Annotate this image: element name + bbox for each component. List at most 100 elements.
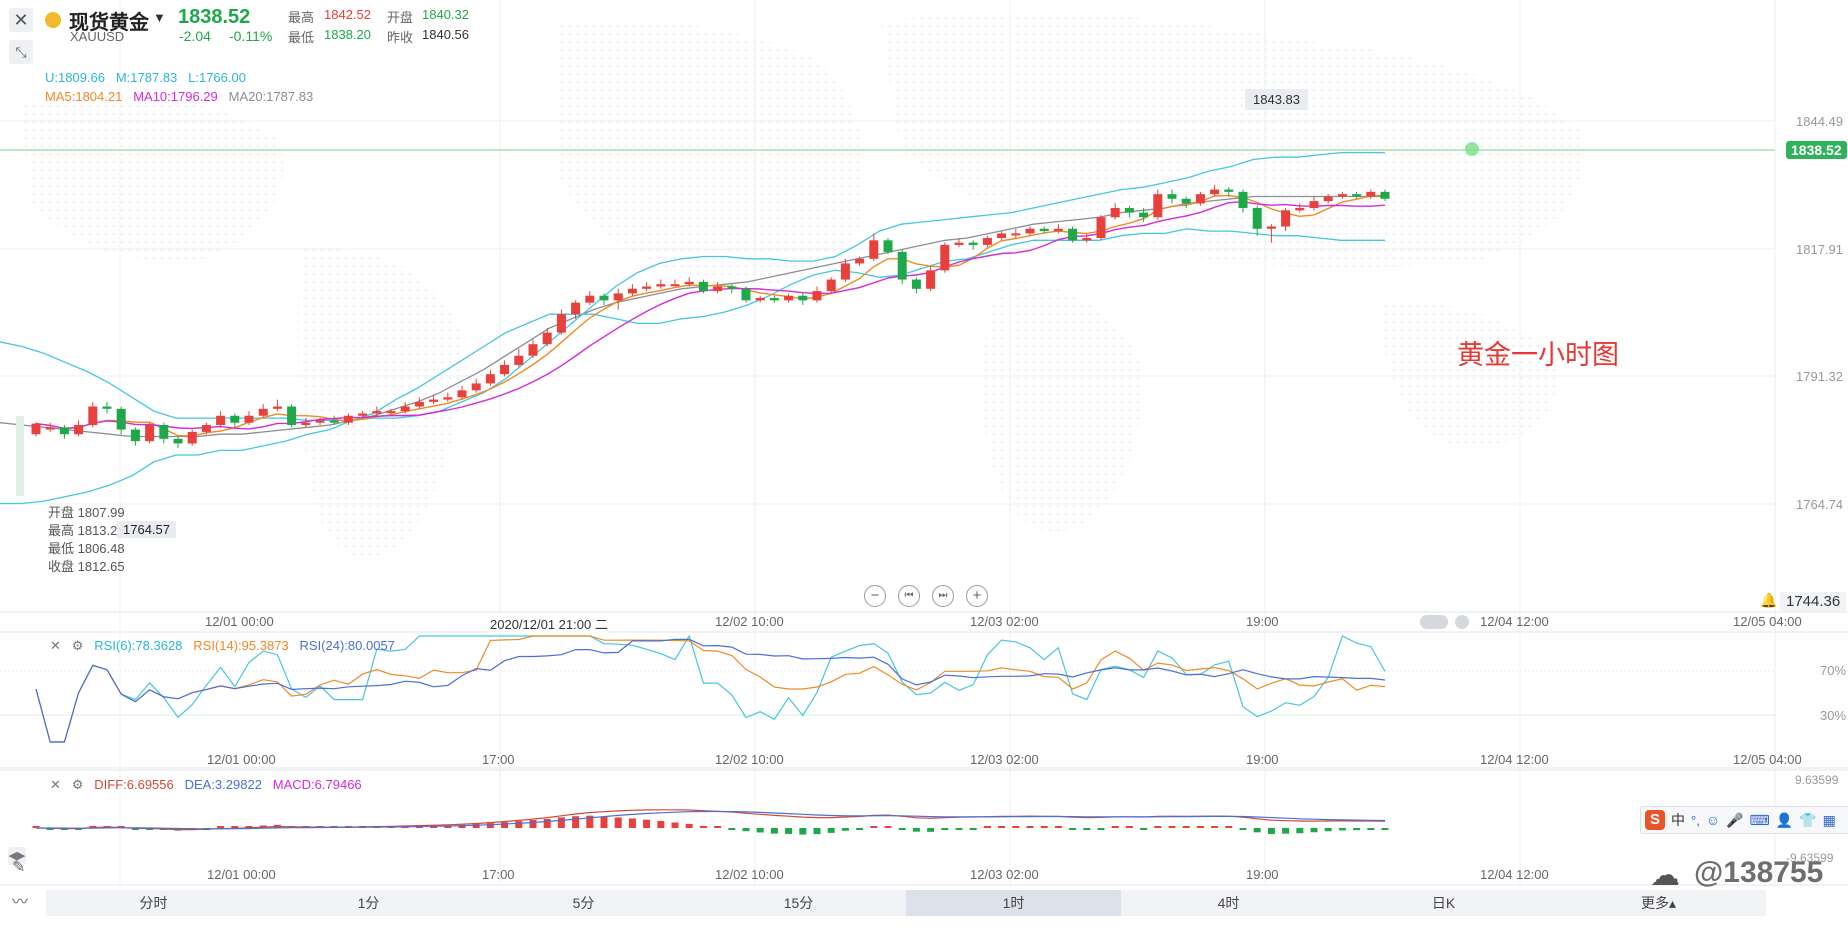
tab-5min[interactable]: 5分 — [572, 895, 595, 911]
macd-bar — [245, 826, 253, 828]
macd-bar — [785, 828, 793, 834]
dea-line — [36, 810, 1386, 830]
candle-body — [414, 401, 424, 407]
candle-body — [1039, 228, 1049, 232]
macd-bar — [927, 828, 935, 832]
time-tick: 12/03 02:00 — [970, 867, 1039, 882]
tab-4hour[interactable]: 4时 — [1217, 895, 1240, 911]
ime-skin-icon[interactable]: 👕 — [1799, 811, 1817, 828]
step-back-button[interactable]: ⏮ — [898, 585, 920, 607]
macd-bar — [728, 828, 736, 830]
ime-user-icon[interactable]: 👤 — [1775, 811, 1794, 828]
candle-body — [613, 293, 623, 301]
macd-bar — [557, 817, 565, 828]
expand-icon[interactable]: ⤡ — [9, 40, 33, 64]
candle-body — [1096, 217, 1106, 239]
zoom-in-button[interactable]: + — [966, 585, 988, 607]
candle-body — [1153, 194, 1163, 218]
candle-body — [769, 298, 779, 301]
macd-bar — [1196, 826, 1204, 828]
macd-series — [32, 809, 1389, 835]
rsi-settings-icon[interactable]: ⚙ — [71, 638, 84, 653]
rsi6-value: RSI(6):78.3628 — [94, 638, 183, 653]
macd-bar — [614, 817, 622, 828]
rsi-tick: 70% — [1820, 663, 1847, 678]
ime-mic-icon[interactable]: 🎤 — [1726, 811, 1744, 828]
rsi14-value: RSI(14):95.3873 — [193, 638, 289, 653]
boll-u: U:1809.66 — [45, 70, 105, 85]
tab-more[interactable]: 更多▴ — [1640, 895, 1677, 911]
candle-body — [258, 408, 268, 416]
price-tick: 1791.32 — [1796, 369, 1843, 384]
scroll-dot[interactable] — [1455, 615, 1469, 629]
candle-body — [315, 420, 325, 423]
high-label: 最高 — [288, 10, 315, 25]
time-tick: 17:00 — [482, 752, 515, 767]
tab-1min[interactable]: 1分 — [357, 895, 380, 911]
time-tick: 12/04 12:00 — [1480, 752, 1549, 767]
chevron-down-icon[interactable]: ▼ — [153, 10, 166, 25]
candle-body — [670, 284, 680, 287]
macd-bar — [1239, 828, 1247, 830]
zoom-out-button[interactable]: − — [864, 585, 886, 607]
ime-logo-icon[interactable]: S — [1645, 810, 1665, 830]
candle-body — [145, 424, 155, 442]
macd-bar — [1381, 828, 1389, 830]
ime-emoji-icon[interactable]: ☺ — [1705, 812, 1721, 828]
rsi24-value: RSI(24):80.0057 — [299, 638, 395, 653]
ma10-line — [35, 201, 1386, 430]
tab-day[interactable]: 日K — [1431, 895, 1456, 911]
step-forward-button[interactable]: ⏭ — [932, 585, 954, 607]
macd-bar — [912, 828, 920, 832]
candle-body — [514, 355, 524, 365]
macd-bar — [1253, 828, 1261, 833]
macd-bar — [472, 824, 480, 828]
candle-body — [883, 240, 893, 252]
macd-legend: ✕ ⚙ DIFF:6.69556 DEA:3.29822 MACD:6.7946… — [50, 777, 362, 793]
max-price-label: 1843.83 — [1245, 89, 1308, 110]
candle-body — [599, 295, 609, 301]
candle-body — [88, 406, 98, 425]
macd-bar — [46, 828, 54, 830]
candle-body — [585, 295, 595, 303]
instrument-name[interactable]: 现货黄金 — [69, 12, 149, 34]
bell-icon[interactable]: 🔔 — [1760, 592, 1778, 608]
candle-body — [102, 406, 112, 409]
pen-icon[interactable]: ✎ — [12, 859, 26, 876]
macd-tick: -9.63599 — [1786, 851, 1834, 865]
candle-body — [457, 390, 467, 398]
tab-fenshi[interactable]: 分时 — [139, 895, 168, 911]
macd-settings-icon[interactable]: ⚙ — [71, 777, 84, 792]
candle-body — [571, 302, 581, 315]
drag-handle-icon[interactable]: ◀▶ — [8, 847, 26, 865]
macd-bar — [1310, 828, 1318, 833]
macd-bar — [1154, 826, 1162, 828]
ime-punct-icon[interactable]: °, — [1691, 812, 1700, 828]
candle-body — [840, 263, 850, 280]
scroll-toggle[interactable] — [1420, 615, 1448, 629]
rsi-close-icon[interactable]: ✕ — [50, 638, 61, 653]
time-tick: 12/04 12:00 — [1480, 614, 1549, 629]
time-tick: 12/02 10:00 — [715, 867, 784, 882]
macd-close-icon[interactable]: ✕ — [50, 777, 61, 792]
ime-keyboard-icon[interactable]: ⌨ — [1749, 811, 1770, 828]
macd-bar — [231, 826, 239, 828]
ime-toolbar[interactable]: S 中 °, ☺ 🎤 ⌨ 👤 👕 ▦ — [1640, 806, 1848, 834]
ime-mode[interactable]: 中 — [1671, 812, 1685, 828]
close-button[interactable]: ✕ — [9, 8, 33, 32]
macd-bar — [643, 819, 651, 828]
dea-value: DEA:3.29822 — [184, 777, 262, 792]
time-tick: 17:00 — [482, 867, 515, 882]
candle-body — [1295, 208, 1305, 211]
price-pulse-dot — [1465, 142, 1479, 156]
macd-bar — [1353, 828, 1361, 831]
tab-15min[interactable]: 15分 — [783, 895, 814, 911]
ime-grid-icon[interactable]: ▦ — [1822, 811, 1836, 828]
main-time-axis: 12/01 00:00 12/02 10:00 12/03 02:00 19:0… — [0, 614, 1848, 633]
candle-body — [642, 286, 652, 289]
tab-1hour[interactable]: 1时 — [906, 890, 1121, 916]
indicator-icon[interactable]: 〰 — [12, 894, 29, 911]
open-label: 开盘 — [387, 10, 414, 25]
candle-body — [329, 420, 339, 423]
